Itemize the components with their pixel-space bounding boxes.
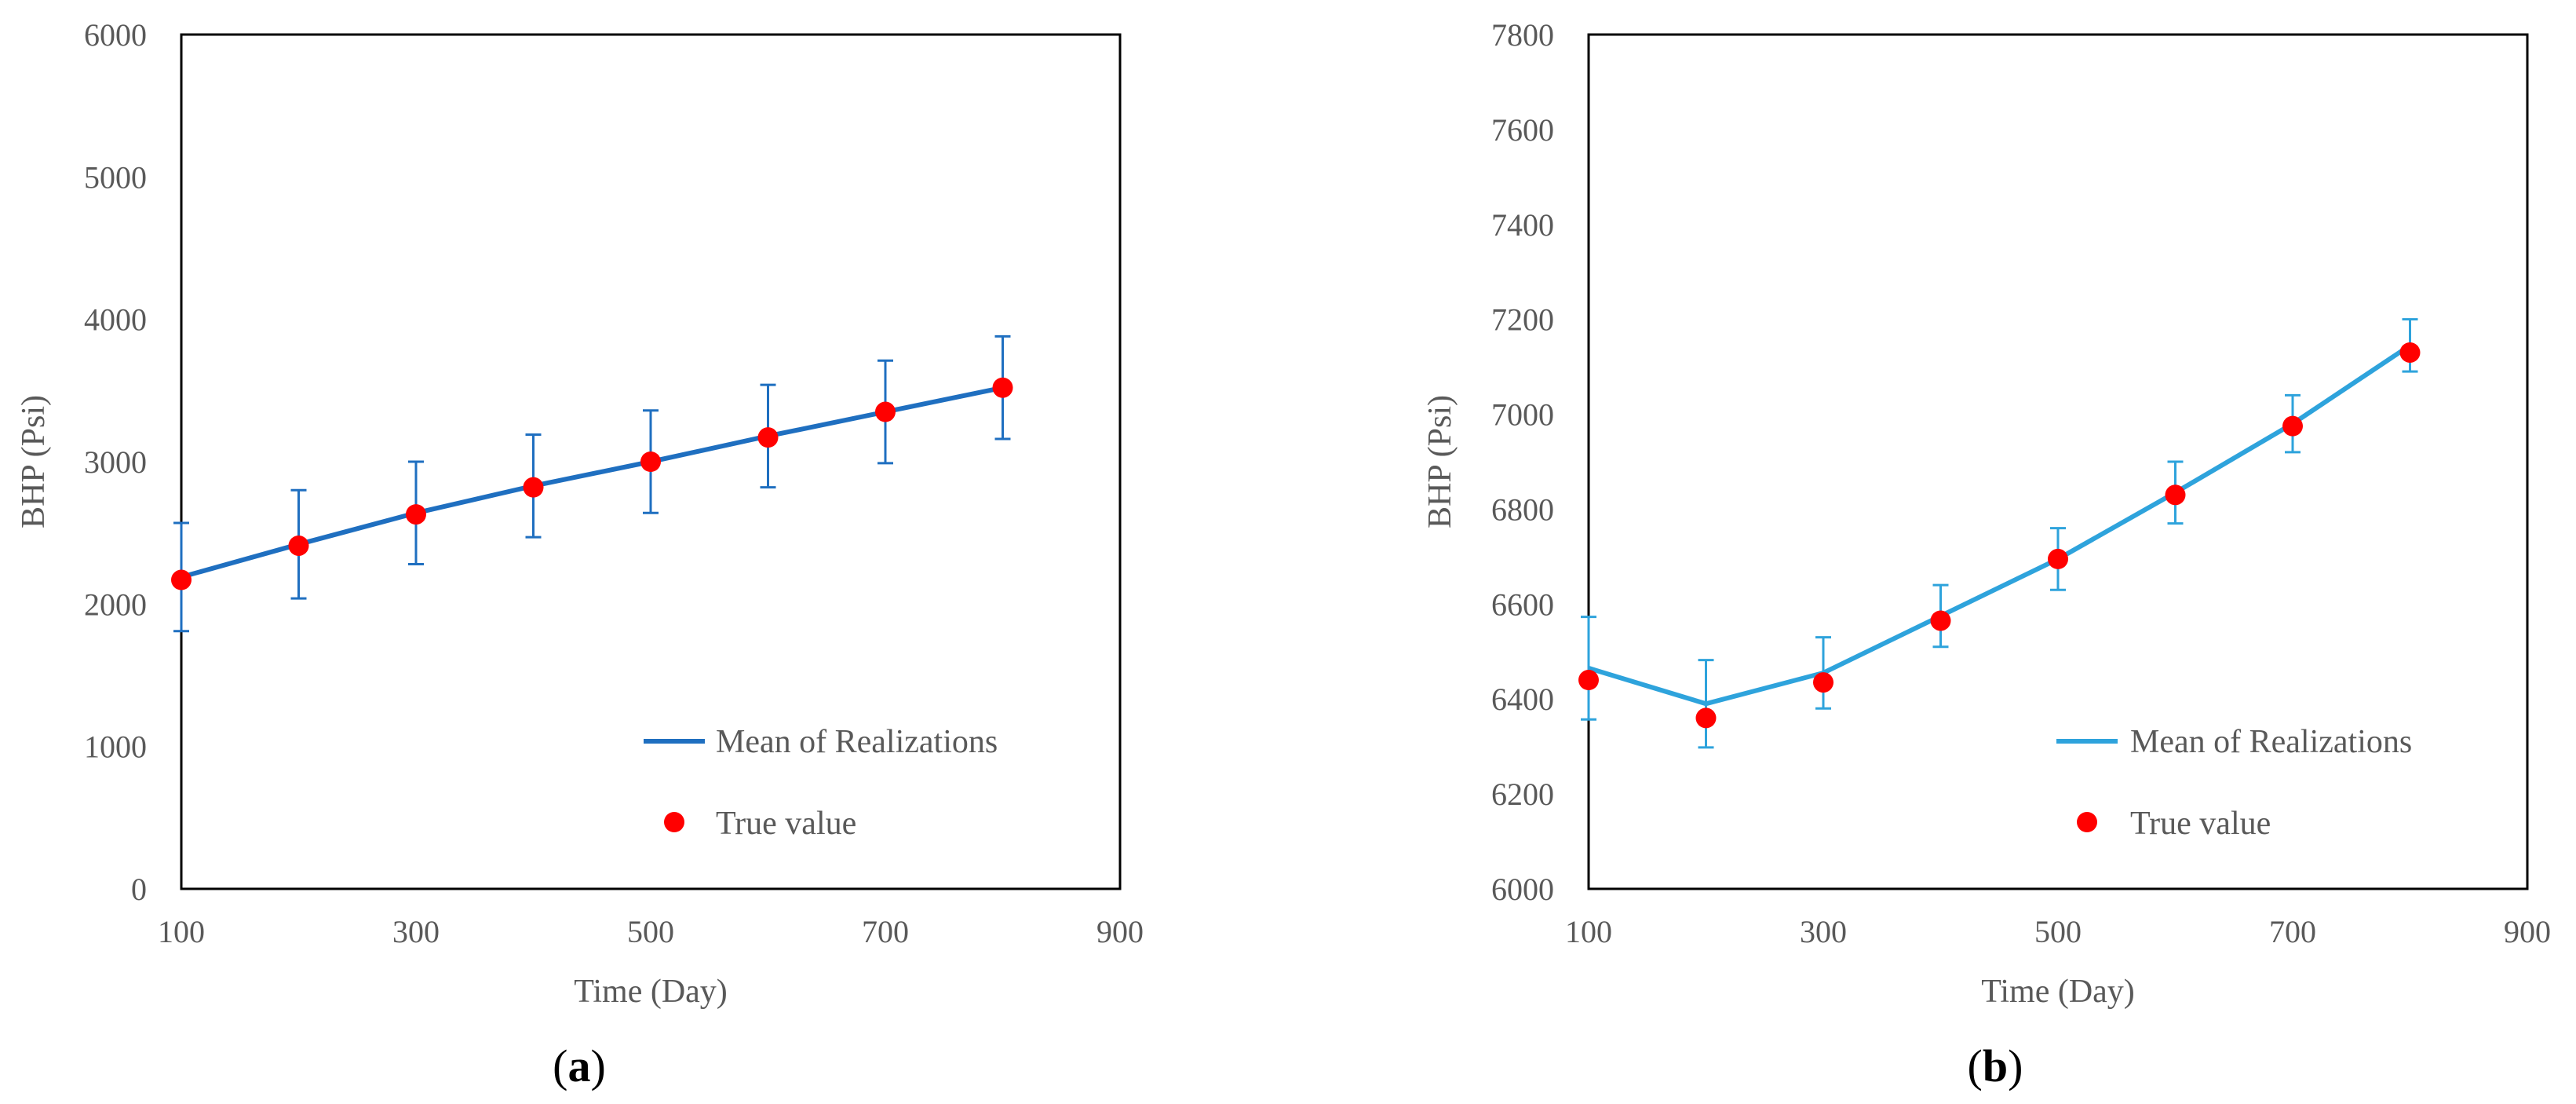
x-tick-label-a-1: 300: [392, 914, 440, 949]
y-tick-label-a-6: 6000: [84, 17, 147, 53]
y-tick-label-b-1: 6200: [1491, 777, 1554, 812]
true-value-point-b-0: [1578, 670, 1599, 691]
legend-mean-label-b: Mean of Realizations: [2130, 724, 2412, 760]
y-tick-label-b-6: 7200: [1491, 302, 1554, 338]
x-axis-ticks-a: 100 300 500 700 900: [158, 914, 1144, 949]
y-tick-label-b-8: 7600: [1491, 112, 1554, 148]
legend-true-label-a: True value: [716, 806, 856, 842]
x-axis-title-b: Time (Day): [1981, 974, 2135, 1010]
y-axis-ticks-a: 0 1000 2000 3000 4000 5000 6000: [84, 17, 147, 907]
y-axis-title-b: BHP (Psi): [1422, 395, 1458, 528]
y-tick-label-b-4: 6800: [1491, 492, 1554, 527]
x-tick-label-b-1: 300: [1800, 914, 1847, 949]
y-tick-label-b-9: 7800: [1491, 17, 1554, 53]
y-tick-label-b-0: 6000: [1491, 872, 1554, 907]
panel-label-a: (a): [553, 1040, 606, 1091]
legend-a: Mean of Realizations True value: [644, 724, 998, 842]
y-tick-label-b-7: 7400: [1491, 207, 1554, 243]
true-value-point-b-1: [1695, 707, 1717, 729]
error-bars-b: [1581, 318, 2418, 749]
true-value-point-b-2: [1813, 672, 1833, 693]
x-tick-label-b-3: 700: [2269, 914, 2316, 949]
panel-label-b-close: ): [2008, 1040, 2023, 1091]
y-axis-title-a: BHP (Psi): [16, 395, 52, 528]
mean-line-a: [181, 385, 1004, 579]
legend-true-label-b: True value: [2130, 806, 2271, 842]
true-value-point-a-5: [757, 427, 779, 448]
legend-true-swatch-a: [664, 812, 684, 832]
y-tick-label-a-1: 1000: [84, 729, 147, 765]
true-value-point-b-5: [2165, 484, 2186, 506]
x-tick-label-b-2: 500: [2034, 914, 2082, 949]
panel-label-a-open: (: [553, 1040, 567, 1091]
x-tick-label-a-2: 500: [627, 914, 674, 949]
panel-label-a-letter: a: [568, 1040, 591, 1091]
y-tick-label-a-5: 5000: [84, 159, 147, 195]
panel-label-a-close: ): [591, 1040, 606, 1091]
panel-label-b-open: (: [1968, 1040, 1983, 1091]
x-tick-label-b-4: 900: [2504, 914, 2551, 949]
true-value-point-b-3: [1930, 610, 1951, 631]
error-bars-a: [173, 334, 1011, 633]
panel-label-b: (b): [1968, 1040, 2023, 1091]
true-value-point-a-3: [523, 477, 544, 498]
x-tick-label-b-0: 100: [1565, 914, 1612, 949]
plot-frame-a: [180, 33, 1122, 890]
legend-b: Mean of Realizations True value: [2056, 724, 2412, 842]
y-tick-label-b-5: 7000: [1491, 397, 1554, 433]
true-value-point-b-7: [2399, 342, 2421, 363]
chart-panel-a: 0 1000 2000 3000 4000 5000 6000 100 300 500 700 90…: [16, 17, 1144, 1091]
panel-label-b-letter: b: [1983, 1040, 2008, 1091]
true-value-points-a: [171, 377, 1013, 590]
true-value-point-b-6: [2282, 415, 2303, 437]
legend-true-swatch-b: [2077, 812, 2097, 832]
x-axis-ticks-b: 100 300 500 700 900: [1565, 914, 2551, 949]
plot-frame-b: [1587, 33, 2529, 890]
x-axis-title-a: Time (Day): [574, 974, 728, 1010]
y-tick-label-a-3: 3000: [84, 444, 147, 480]
y-tick-label-b-2: 6400: [1491, 682, 1554, 717]
legend-mean-label-a: Mean of Realizations: [716, 724, 998, 760]
true-value-point-a-1: [288, 535, 309, 556]
true-value-points-b: [1578, 342, 2421, 729]
y-tick-label-a-2: 2000: [84, 587, 147, 622]
true-value-point-a-4: [640, 451, 661, 472]
true-value-point-a-0: [171, 569, 192, 590]
true-value-point-a-7: [992, 377, 1013, 398]
true-value-point-b-4: [2048, 548, 2068, 569]
true-value-point-a-2: [406, 504, 426, 525]
y-tick-label-a-0: 0: [131, 872, 147, 907]
chart-panel-b: 6000 6200 6400 6600 6800 7000 7200 7400 7600 7800…: [1422, 17, 2551, 1091]
y-tick-label-a-4: 4000: [84, 302, 147, 338]
x-tick-label-a-4: 900: [1096, 914, 1144, 949]
y-axis-ticks-b: 6000 6200 6400 6600 6800 7000 7200 7400 7600 7800: [1491, 17, 1554, 907]
true-value-point-a-6: [875, 401, 896, 422]
x-tick-label-a-0: 100: [158, 914, 205, 949]
y-tick-label-b-3: 6600: [1491, 587, 1554, 622]
x-tick-label-a-3: 700: [862, 914, 909, 949]
mean-line-b: [1588, 343, 2412, 707]
